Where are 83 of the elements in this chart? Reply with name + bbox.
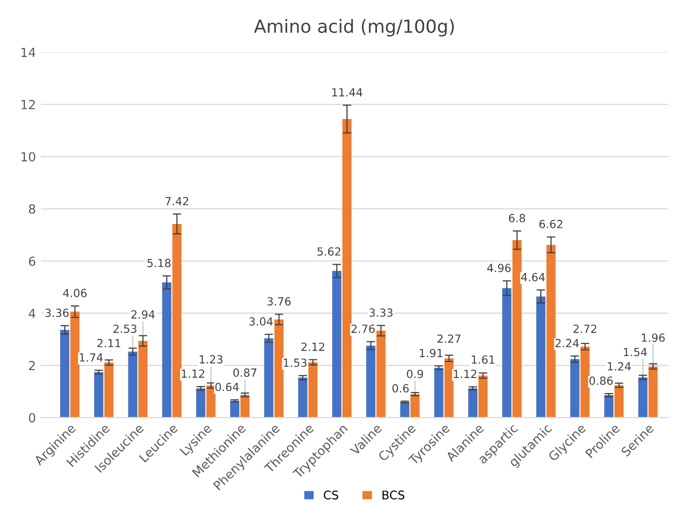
- data-label: 1.12: [182, 369, 204, 378]
- bar: [274, 319, 284, 418]
- data-label: 3.33: [369, 308, 392, 317]
- y-tick-label: 0: [28, 413, 36, 423]
- bar: [366, 346, 376, 418]
- data-label: 2.72: [573, 324, 596, 333]
- data-label: 1.53: [284, 358, 306, 367]
- y-tick-label: 6: [28, 256, 36, 266]
- bar: [410, 394, 420, 418]
- data-label: 5.18: [147, 258, 171, 268]
- data-label: 1.74: [80, 353, 103, 362]
- bar: [196, 388, 206, 418]
- data-label: 2.24: [556, 338, 579, 348]
- data-label: 5.62: [317, 247, 340, 256]
- bar: [342, 119, 352, 418]
- data-label: 0.6: [392, 384, 409, 392]
- data-label: 1.12: [454, 370, 476, 378]
- bar: [546, 244, 556, 418]
- data-label: 0.9: [406, 370, 424, 378]
- bar: [638, 377, 648, 418]
- bar: [298, 378, 308, 418]
- bar: [60, 330, 70, 418]
- data-label: 0.87: [233, 368, 256, 377]
- bar: [614, 385, 624, 418]
- data-label: 2.27: [437, 334, 460, 343]
- bar: [604, 395, 614, 418]
- y-tick-label: 12: [22, 100, 35, 110]
- bar: [376, 330, 386, 418]
- data-label: 7.42: [165, 196, 188, 206]
- data-label: 2.53: [113, 324, 136, 333]
- data-label: 2.76: [351, 324, 375, 333]
- bar: [512, 240, 522, 418]
- bar: [468, 388, 478, 418]
- bar: [332, 270, 342, 418]
- data-label: 3.36: [45, 308, 69, 318]
- data-label: 1.23: [200, 355, 222, 364]
- data-label: 6.8: [508, 214, 526, 222]
- data-label: 0.86: [589, 376, 613, 385]
- legend-label: BCS: [382, 490, 404, 500]
- data-label: 1.96: [642, 333, 665, 342]
- data-label: 2.12: [301, 342, 324, 351]
- bar: [434, 368, 444, 418]
- bar: [536, 296, 546, 418]
- data-label: 4.06: [63, 288, 87, 298]
- bar: [70, 312, 80, 418]
- bar: [444, 358, 454, 418]
- y-tick-label: 4: [28, 308, 36, 318]
- bar: [240, 394, 250, 418]
- bar: [172, 224, 182, 418]
- data-label: 6.62: [539, 220, 562, 228]
- data-label: 11.44: [332, 88, 362, 96]
- y-tick-label: 8: [28, 204, 36, 214]
- data-label: 1.24: [608, 362, 631, 370]
- data-label: 2.94: [131, 310, 155, 319]
- y-tick-label: 10: [22, 152, 36, 162]
- data-label: 0.64: [215, 382, 239, 392]
- data-label: 1.91: [420, 348, 442, 358]
- data-label: 4.64: [521, 272, 545, 282]
- legend-label: CS: [324, 490, 338, 500]
- y-tick-label: 14: [22, 48, 36, 57]
- bar: [138, 340, 148, 418]
- bar: [94, 372, 104, 418]
- bar: [502, 288, 512, 418]
- bar: [400, 402, 410, 418]
- data-label: 1.61: [472, 355, 494, 364]
- bar: [230, 400, 240, 418]
- data-label: 2.11: [97, 338, 120, 348]
- bar: [128, 352, 138, 418]
- chart-title: Amino acid (mg/100g): [254, 19, 454, 37]
- data-label: 3.76: [267, 297, 291, 306]
- bar: [206, 385, 216, 418]
- bar: [264, 338, 274, 418]
- bar: [580, 346, 590, 418]
- bar: [308, 362, 318, 418]
- y-tick-label: 2: [29, 360, 35, 370]
- bar: [648, 366, 658, 418]
- bar: [104, 362, 114, 418]
- bar: [162, 282, 172, 418]
- bar: [570, 359, 580, 418]
- data-label: 1.54: [624, 348, 647, 356]
- data-label: 3.04: [249, 317, 273, 326]
- bar: [478, 376, 488, 418]
- data-label: 4.96: [487, 264, 511, 272]
